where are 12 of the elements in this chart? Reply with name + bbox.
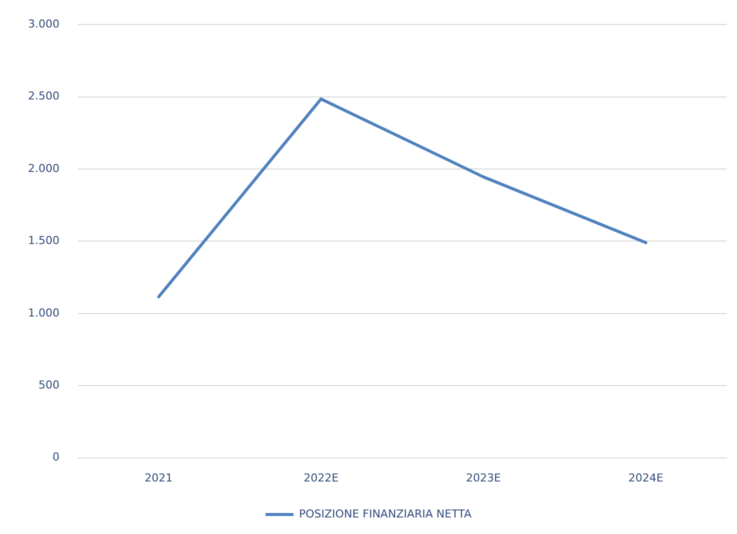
x-tick-label: 2022E [304, 471, 339, 484]
y-tick-label: 0 [52, 450, 60, 464]
y-tick-label: 2.500 [28, 90, 60, 103]
x-tick-label: 2024E [628, 471, 664, 484]
legend-label: POSIZIONE FINANZIARIA NETTA [299, 507, 472, 520]
y-tick-label: 1.000 [28, 306, 60, 320]
x-tick-label: 2023E [466, 471, 501, 484]
y-tick-label: 500 [38, 378, 60, 392]
y-tick-label: 3.000 [28, 17, 60, 30]
y-tick-label: 1.500 [28, 234, 60, 248]
x-tick-label: 2021 [144, 471, 173, 484]
y-tick-label: 2.000 [28, 162, 60, 175]
